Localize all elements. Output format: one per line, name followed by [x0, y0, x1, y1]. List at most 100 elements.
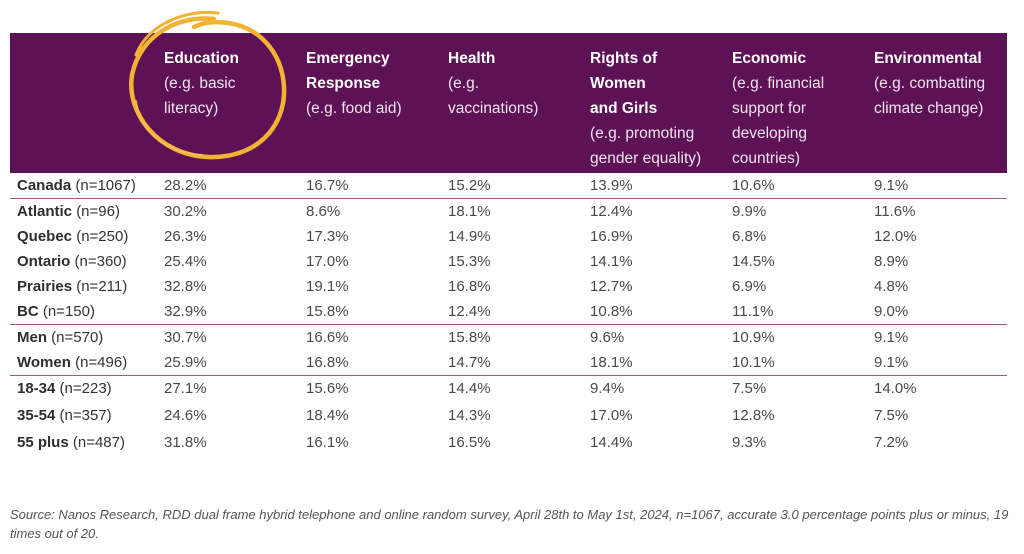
table-cell: 9.1% [874, 354, 909, 371]
table-cell: 16.8% [448, 278, 491, 295]
table-row: Quebec (n=250) 26.3% 17.3% 14.9% 16.9% 6.8% 12… [10, 224, 1007, 249]
table-cell: 12.4% [448, 303, 491, 320]
table-row: Prairies (n=211) 32.8% 19.1% 16.8% 12.7% 6.9%… [10, 274, 1007, 299]
row-label: Quebec (n=250) [17, 228, 128, 245]
table-cell: 9.3% [732, 434, 767, 451]
table-cell: 14.4% [448, 380, 491, 397]
table-cell: 25.4% [164, 253, 207, 270]
table-cell: 16.9% [590, 228, 633, 245]
column-subtitle: (e.g. promoting [590, 125, 695, 142]
row-name: Men [17, 329, 47, 346]
source-note: Source: Nanos Research, RDD dual frame h… [10, 507, 1009, 541]
row-label: Canada (n=1067) [17, 177, 136, 194]
table-cell: 14.9% [448, 228, 491, 245]
table-cell: 14.7% [448, 354, 491, 371]
table-cell: 31.8% [164, 434, 207, 451]
table-cell: 15.2% [448, 177, 491, 194]
table-row: Atlantic (n=96) 30.2% 8.6% 18.1% 12.4% 9.9% 11… [10, 199, 1007, 224]
table-cell: 4.8% [874, 278, 909, 295]
table-cell: 8.6% [306, 203, 341, 220]
table-cell: 16.6% [306, 329, 349, 346]
column-subtitle: climate change) [874, 100, 984, 117]
row-label: 18-34 (n=223) [17, 380, 112, 397]
table-cell: 28.2% [164, 177, 207, 194]
row-sample-size: (n=1067) [75, 177, 136, 194]
column-subtitle: literacy) [164, 100, 219, 117]
table-cell: 6.9% [732, 278, 767, 295]
table-row: 18-34 (n=223) 27.1% 15.6% 14.4% 9.4% 7.5% 14.0… [10, 376, 1007, 403]
row-sample-size: (n=496) [75, 354, 128, 371]
table-cell: 12.7% [590, 278, 633, 295]
column-title: Emergency [306, 50, 390, 67]
row-name: Ontario [17, 253, 71, 270]
table-cell: 16.1% [306, 434, 349, 451]
table-row: BC (n=150) 32.9% 15.8% 12.4% 10.8% 11.1% 9.0% [10, 299, 1007, 324]
table-cell: 14.4% [590, 434, 633, 451]
table-cell: 15.8% [306, 303, 349, 320]
table-cell: 9.1% [874, 329, 909, 346]
table-cell: 15.8% [448, 329, 491, 346]
column-header: Economic (e.g. financial support for develo… [732, 46, 824, 171]
row-label: 35-54 (n=357) [17, 407, 112, 424]
column-subtitle: vaccinations) [448, 100, 539, 117]
table-cell: 9.0% [874, 303, 909, 320]
table-cell: 8.9% [874, 253, 909, 270]
row-label: BC (n=150) [17, 303, 95, 320]
column-subtitle: developing [732, 125, 807, 142]
table-cell: 30.7% [164, 329, 207, 346]
table-cell: 17.0% [590, 407, 633, 424]
column-subtitle: (e.g. financial [732, 75, 825, 92]
row-name: 55 plus [17, 434, 69, 451]
column-subtitle: countries) [732, 150, 801, 167]
column-subtitle: (e.g. basic [164, 75, 236, 92]
table-cell: 7.2% [874, 434, 909, 451]
table-cell: 9.6% [590, 329, 625, 346]
data-table: Education (e.g. basic literacy) Emergency Re… [10, 33, 1007, 457]
table-cell: 10.1% [732, 354, 775, 371]
group-divider [10, 375, 1007, 376]
table-cell: 19.1% [306, 278, 349, 295]
table-cell: 10.6% [732, 177, 775, 194]
table-row: 35-54 (n=357) 24.6% 18.4% 14.3% 17.0% 12.8% 7.… [10, 403, 1007, 430]
table-cell: 32.8% [164, 278, 207, 295]
table-cell: 16.8% [306, 354, 349, 371]
column-title: Environmental [874, 50, 982, 67]
row-sample-size: (n=211) [76, 278, 128, 295]
row-name: BC [17, 303, 39, 320]
table-row: Men (n=570) 30.7% 16.6% 15.8% 9.6% 10.9% 9.1% [10, 325, 1007, 350]
row-name: 18-34 [17, 380, 56, 397]
column-header: Environmental (e.g. combatting climate cha… [874, 46, 985, 121]
table-cell: 11.6% [874, 203, 916, 220]
row-name: Prairies [17, 278, 73, 295]
table-cell: 12.8% [732, 407, 775, 424]
column-header: Emergency Response (e.g. food aid) [306, 46, 402, 121]
table-body: Canada (n=1067) 28.2% 16.7% 15.2% 13.9% 10.6%… [10, 173, 1007, 457]
table-cell: 9.4% [590, 380, 625, 397]
row-name: Canada [17, 177, 72, 194]
row-label: Men (n=570) [17, 329, 103, 346]
table-row: Women (n=496) 25.9% 16.8% 14.7% 18.1% 10.1% 9.… [10, 350, 1007, 375]
row-name: Atlantic [17, 203, 73, 220]
table-cell: 14.3% [448, 407, 491, 424]
table-cell: 18.1% [448, 203, 491, 220]
table-cell: 7.5% [732, 380, 767, 397]
row-sample-size: (n=357) [59, 407, 112, 424]
column-subtitle: (e.g. [448, 75, 480, 92]
table-cell: 15.6% [306, 380, 349, 397]
table-row: Ontario (n=360) 25.4% 17.0% 15.3% 14.1% 14.5%… [10, 249, 1007, 274]
column-subtitle: gender equality) [590, 150, 702, 167]
table-cell: 18.1% [590, 354, 633, 371]
row-sample-size: (n=487) [72, 434, 125, 451]
table-cell: 9.9% [732, 203, 767, 220]
group-divider [10, 324, 1007, 325]
row-label: Prairies (n=211) [17, 278, 127, 295]
table-cell: 16.5% [448, 434, 491, 451]
column-subtitle: (e.g. combatting [874, 75, 986, 92]
table-cell: 11.1% [732, 303, 774, 320]
column-subtitle: (e.g. food aid) [306, 100, 402, 117]
column-header: Health (e.g. vaccinations) [448, 46, 538, 121]
table-header: Education (e.g. basic literacy) Emergency Re… [10, 33, 1007, 173]
row-sample-size: (n=96) [76, 203, 120, 220]
table-cell: 7.5% [874, 407, 909, 424]
table-cell: 30.2% [164, 203, 207, 220]
